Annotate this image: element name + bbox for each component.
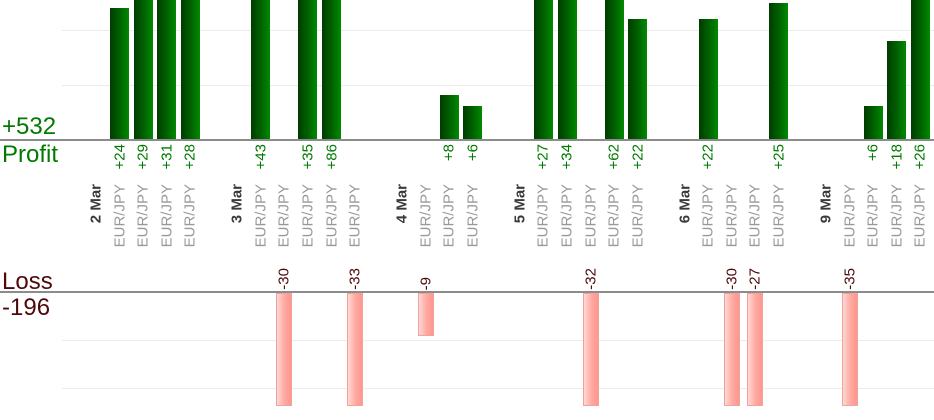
profit-value-label: +26 [911, 144, 929, 170]
loss-value-label: -30 [275, 268, 293, 290]
profit-bar [699, 19, 718, 139]
profit-bar [628, 19, 647, 139]
profit-value-label: +6 [864, 144, 882, 162]
profit-bar [911, 0, 930, 139]
profit-gridline [62, 85, 934, 86]
date-label: 9 Mar [817, 184, 835, 224]
symbol-label: EUR/JPY [582, 184, 600, 248]
loss-bar [418, 293, 434, 336]
symbol-label: EUR/JPY [911, 184, 929, 248]
profit-bar [110, 8, 129, 139]
profit-value-label: +22 [629, 144, 647, 170]
symbol-label: EUR/JPY [841, 184, 859, 248]
profit-value-label: +35 [299, 144, 317, 170]
profit-bar [887, 41, 906, 139]
profit-value-label: +18 [888, 144, 906, 170]
symbol-label: EUR/JPY [699, 184, 717, 248]
symbol-label: EUR/JPY [629, 184, 647, 248]
profit-bar [322, 0, 341, 139]
profit-bar [558, 0, 577, 139]
symbol-label: EUR/JPY [534, 184, 552, 248]
symbol-label: EUR/JPY [440, 184, 458, 248]
profit-bar [463, 106, 482, 139]
profit-value-label: +29 [134, 144, 152, 170]
loss-value-label: -32 [582, 268, 600, 290]
profit-bar [864, 106, 883, 139]
symbol-label: EUR/JPY [346, 184, 364, 248]
loss-bar [842, 293, 858, 406]
date-label: 2 Mar [87, 184, 105, 224]
symbol-label: EUR/JPY [252, 184, 270, 248]
symbol-label: EUR/JPY [888, 184, 906, 248]
profit-plot-area [0, 0, 934, 139]
date-label: 4 Mar [393, 184, 411, 224]
profit-value-label: +27 [534, 144, 552, 170]
profit-bar [181, 0, 200, 139]
loss-bar [747, 293, 763, 406]
profit-bar [440, 95, 459, 139]
profit-value-label: +8 [440, 144, 458, 162]
loss-value-label: -30 [723, 268, 741, 290]
date-label: 6 Mar [676, 184, 694, 224]
loss-bar [276, 293, 292, 406]
loss-total-label: -196 [2, 294, 51, 321]
symbol-label: EUR/JPY [746, 184, 764, 248]
profit-axis-title: Profit [2, 141, 59, 168]
profit-value-label: +62 [605, 144, 623, 170]
symbol-label: EUR/JPY [464, 184, 482, 248]
profit-value-label: +43 [252, 144, 270, 170]
profit-value-label: +25 [770, 144, 788, 170]
profit-bar [134, 0, 153, 139]
loss-bar [347, 293, 363, 406]
loss-value-label: -9 [417, 276, 435, 290]
loss-axis-line [0, 291, 934, 293]
symbol-label: EUR/JPY [158, 184, 176, 248]
profit-value-label: +31 [158, 144, 176, 170]
symbol-label: EUR/JPY [864, 184, 882, 248]
loss-axis-title: Loss [2, 268, 53, 295]
date-label: 5 Mar [511, 184, 529, 224]
profit-gridline [62, 30, 934, 31]
symbol-label: EUR/JPY [417, 184, 435, 248]
symbol-label: EUR/JPY [770, 184, 788, 248]
symbol-label: EUR/JPY [275, 184, 293, 248]
profit-bar [534, 0, 553, 139]
profit-value-label: +22 [699, 144, 717, 170]
loss-gridline [62, 340, 934, 341]
loss-plot-area [0, 293, 934, 406]
symbol-label: EUR/JPY [558, 184, 576, 248]
profit-axis-line [0, 139, 934, 141]
profit-bar [605, 0, 624, 139]
profit-value-label: +28 [181, 144, 199, 170]
profit-value-label: +86 [323, 144, 341, 170]
profit-total-label: +532 [2, 113, 57, 140]
loss-bar [724, 293, 740, 406]
symbol-label: EUR/JPY [181, 184, 199, 248]
loss-value-label: -33 [346, 268, 364, 290]
loss-bar [583, 293, 599, 406]
symbol-label: EUR/JPY [134, 184, 152, 248]
profit-bar [251, 0, 270, 139]
profit-value-label: +24 [111, 144, 129, 170]
symbol-label: EUR/JPY [299, 184, 317, 248]
loss-value-label: -35 [841, 268, 859, 290]
profit-bar [769, 3, 788, 139]
profit-value-label: +34 [558, 144, 576, 170]
profit-bar [298, 0, 317, 139]
profit-value-label: +6 [464, 144, 482, 162]
loss-gridline [62, 388, 934, 389]
symbol-label: EUR/JPY [605, 184, 623, 248]
date-label: 3 Mar [228, 184, 246, 224]
symbol-label: EUR/JPY [323, 184, 341, 248]
symbol-label: EUR/JPY [723, 184, 741, 248]
symbol-label: EUR/JPY [111, 184, 129, 248]
profit-bar [157, 0, 176, 139]
loss-value-label: -27 [746, 268, 764, 290]
